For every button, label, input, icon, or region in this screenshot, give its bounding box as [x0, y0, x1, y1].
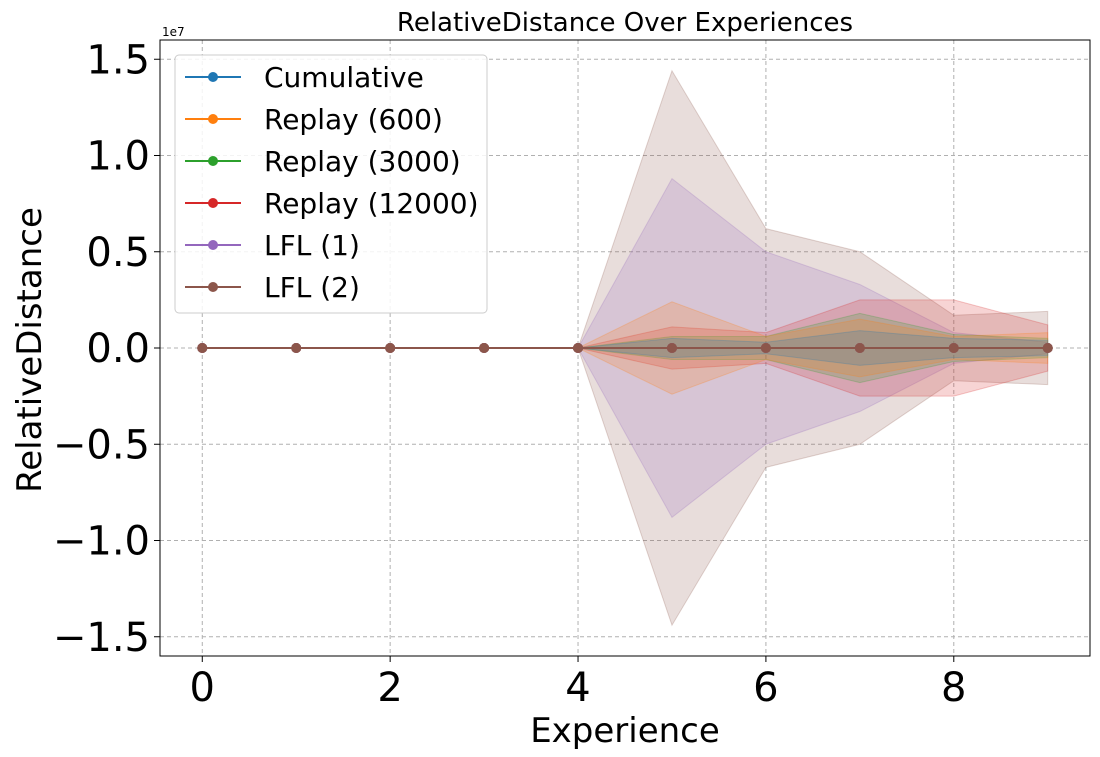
data-point-lfl-2: [854, 343, 865, 353]
data-point-lfl-2: [385, 343, 396, 353]
data-point-lfl-2: [291, 343, 302, 353]
y-tick-label: −0.5: [53, 422, 150, 468]
x-tick-label: 0: [190, 665, 215, 711]
y-tick-label: 1.5: [86, 37, 150, 83]
legend-label-replay-3000: Replay (3000): [264, 145, 461, 178]
y-tick-label: −1.5: [53, 615, 150, 661]
legend-marker-replay-12000: [208, 198, 218, 208]
y-tick-label: 0.0: [86, 326, 150, 372]
legend-marker-replay-3000: [208, 156, 218, 166]
y-tick-label: −1.0: [53, 519, 150, 565]
x-tick-label: 4: [565, 665, 590, 711]
legend-marker-lfl-2: [208, 282, 218, 292]
y-tick-label: 0.5: [86, 230, 150, 276]
legend-label-replay-12000: Replay (12000): [264, 187, 479, 220]
legend-label-lfl-2: LFL (2): [264, 271, 360, 304]
data-point-lfl-2: [479, 343, 490, 353]
data-point-lfl-2: [197, 343, 208, 353]
legend-label-replay-600: Replay (600): [264, 103, 443, 136]
legend-box: [174, 54, 488, 314]
legend: Cumulative Replay (600) Replay (3000) Repla…: [174, 54, 488, 314]
axis-ticks: 0 2 4 6 8 1.5 1.0 0.5 0.0 −0.5 −1.0 −1.5: [53, 37, 967, 711]
x-tick-label: 6: [753, 665, 778, 711]
y-axis-offset-label: 1e7: [162, 25, 185, 39]
data-point-lfl-2: [1042, 343, 1053, 353]
x-tick-label: 2: [377, 665, 402, 711]
legend-label-lfl-1: LFL (1): [264, 229, 360, 262]
series-lines: [197, 343, 1053, 353]
y-axis-title: RelativeDistance: [10, 207, 50, 493]
legend-marker-cumulative: [208, 72, 218, 82]
data-point-lfl-2: [760, 343, 771, 353]
data-point-lfl-2: [666, 343, 677, 353]
legend-label-cumulative: Cumulative: [264, 61, 424, 94]
x-tick-label: 8: [941, 665, 966, 711]
data-point-lfl-2: [948, 343, 959, 353]
legend-marker-lfl-1: [208, 240, 218, 250]
legend-marker-replay-600: [208, 114, 218, 124]
data-point-lfl-2: [573, 343, 584, 353]
chart-title: RelativeDistance Over Experiences: [397, 8, 853, 38]
x-axis-title: Experience: [530, 711, 720, 751]
y-tick-label: 1.0: [86, 134, 150, 180]
